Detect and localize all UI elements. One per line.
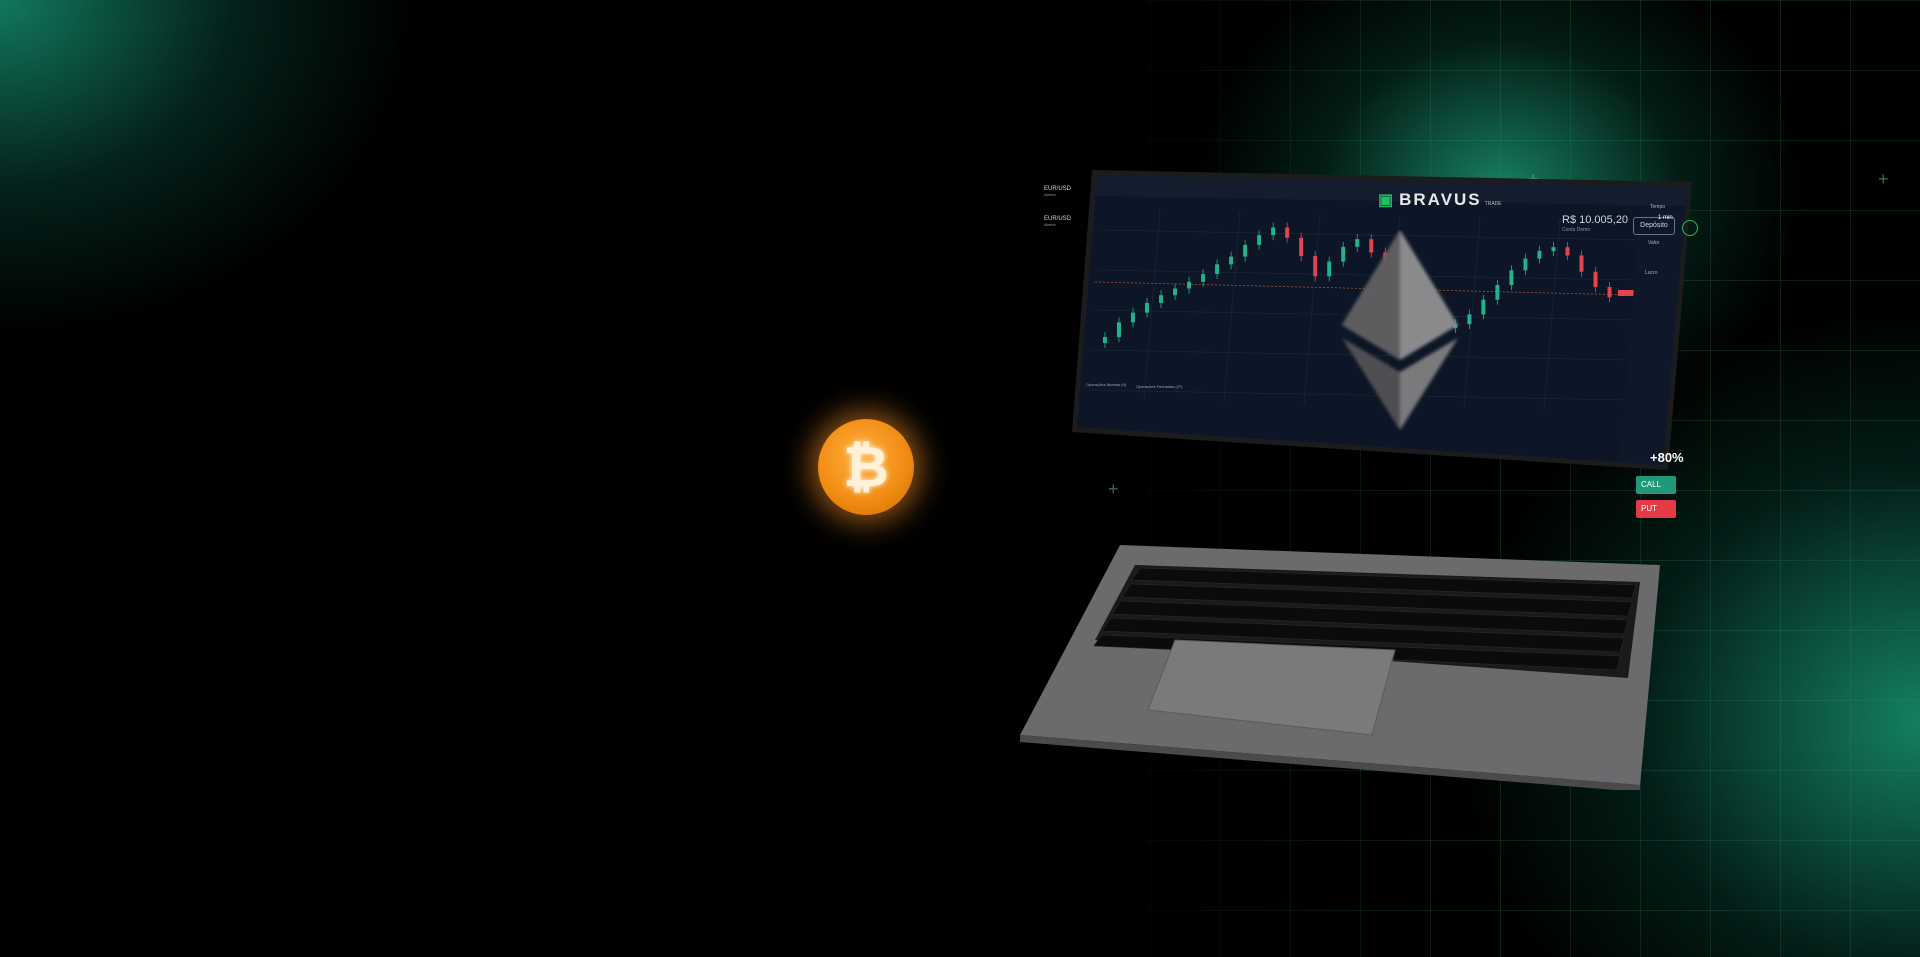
- call-button[interactable]: CALL: [1636, 476, 1676, 494]
- candle-body: [1187, 281, 1192, 289]
- bitcoin-icon: ₿: [818, 419, 914, 515]
- brand-logo: ▣ BRAVUS TRADE: [1378, 190, 1502, 209]
- amount-label: Valor: [1648, 240, 1660, 246]
- candle-body: [1509, 270, 1514, 286]
- candle-body: [1257, 235, 1262, 245]
- laptop-mockup: ▣ BRAVUS TRADE EUR/USD Aberto EUR/USD Aberto…: [1000, 170, 1740, 790]
- time-value[interactable]: 1 min: [1658, 215, 1673, 221]
- balance-display[interactable]: R$ 10.005,20: [1562, 214, 1629, 226]
- candle-body: [1579, 255, 1584, 272]
- candle-body: [1102, 337, 1107, 344]
- candle-body: [1341, 246, 1346, 262]
- candle-body: [1327, 261, 1332, 277]
- candle-body: [1201, 274, 1206, 282]
- candle-body: [1607, 287, 1612, 298]
- candle-body: [1159, 295, 1164, 303]
- candle-body: [1355, 239, 1360, 247]
- candle-body: [1523, 258, 1528, 271]
- candle-body: [1285, 227, 1290, 238]
- user-icon[interactable]: [1682, 220, 1698, 236]
- asset-tab[interactable]: EUR/USD Aberto: [1044, 186, 1072, 197]
- account-type: Conta Demo: [1562, 227, 1591, 233]
- candle-body: [1243, 244, 1248, 257]
- background-grid: [1080, 0, 1920, 957]
- candle-body: [1145, 302, 1150, 313]
- put-button[interactable]: PUT: [1636, 500, 1676, 518]
- payout-label: Lucro: [1645, 270, 1658, 276]
- candle-body: [1116, 322, 1121, 338]
- candle-body: [1313, 256, 1318, 277]
- asset-selector[interactable]: EUR/USD Aberto: [1044, 216, 1072, 227]
- grid-plus-icon: +: [1108, 479, 1119, 499]
- candle-body: [1551, 247, 1556, 252]
- deposit-button[interactable]: Depósito: [1633, 217, 1675, 235]
- grid-plus-icon: +: [1878, 169, 1889, 189]
- candle-body: [1565, 247, 1570, 256]
- payout-value: +80%: [1650, 450, 1684, 465]
- tab-open-operations[interactable]: Operações Abertas (0): [1086, 382, 1127, 387]
- candle-body: [1537, 250, 1542, 259]
- tab-closed-operations[interactable]: Operações Fechadas (27): [1136, 384, 1183, 389]
- candle-body: [1130, 312, 1135, 323]
- candle-body: [1495, 285, 1500, 300]
- candle-body: [1271, 227, 1276, 236]
- candle-body: [1481, 299, 1486, 315]
- candle-body: [1593, 271, 1598, 287]
- candle-body: [1215, 264, 1220, 275]
- bravus-logo-icon: ▣: [1378, 192, 1396, 209]
- candle-body: [1369, 239, 1374, 253]
- candle-body: [1299, 237, 1304, 257]
- candle-body: [1173, 288, 1178, 296]
- keyboard: [1093, 567, 1637, 671]
- time-label: Tempo: [1650, 204, 1666, 210]
- price-tag: [1618, 290, 1634, 296]
- ethereum-icon: [1342, 230, 1458, 430]
- candle-body: [1229, 256, 1234, 265]
- laptop-body: [1020, 170, 1692, 790]
- candle-body: [1467, 314, 1472, 325]
